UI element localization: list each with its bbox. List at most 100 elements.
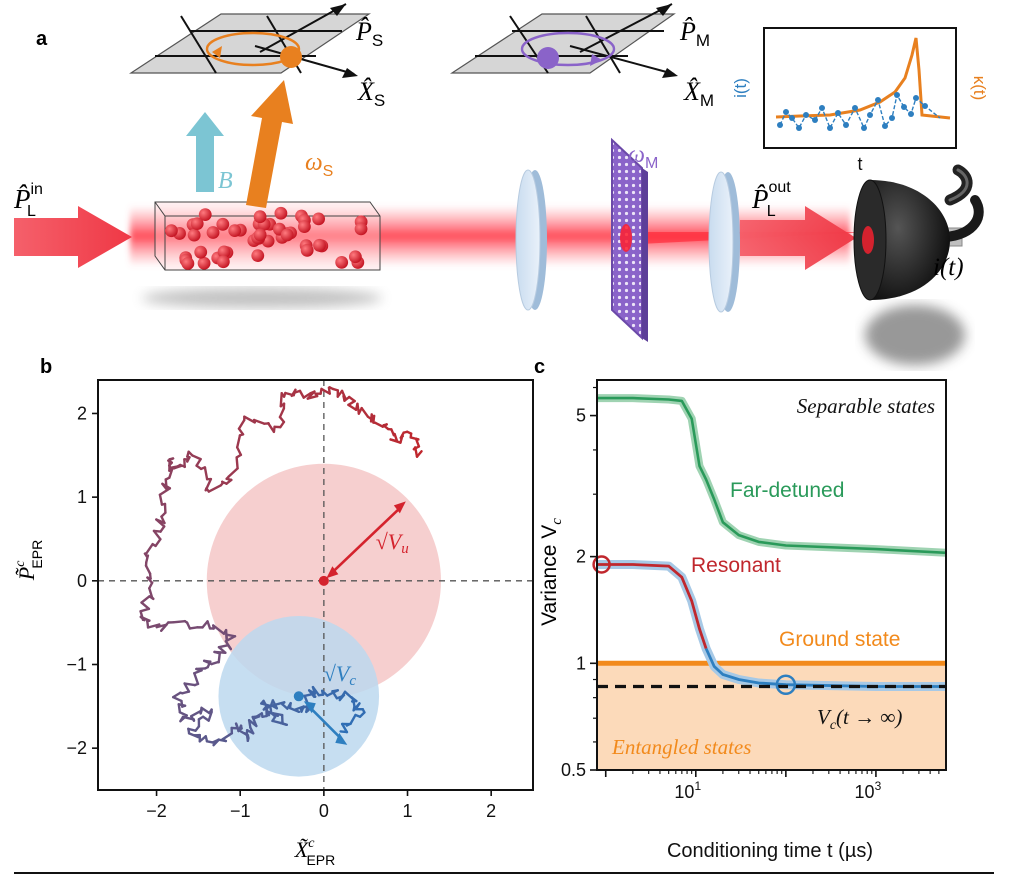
trajectory-segment [161,482,172,490]
y-tick-label: 2 [77,403,87,423]
trajectory-segment [227,467,239,478]
trajectory-segment [204,477,213,492]
photocurrent-label: i(t) [933,254,964,281]
trajectory-segment [207,484,223,493]
atom [216,217,230,231]
y-tick-label: −1 [66,654,87,674]
panel-c-xlabel: Conditioning time t (µs) [667,840,873,862]
y-tick-label: 5 [576,406,586,426]
membrane-x-label: X̂M [683,77,714,110]
panel-b-ylabel: P̃cEPR [13,540,45,581]
trajectory-segment [374,421,384,428]
panel-b-xlabel: X̃c EPR [294,836,335,868]
atom [297,220,311,234]
svg-text:X̃cEPR: X̃c EPR [294,836,335,868]
trajectory-segment [169,464,183,469]
trajectory-segment [235,446,243,457]
membrane-frequency-label: ωM [628,142,658,172]
membrane-phase-plane [449,3,678,78]
atom [251,249,265,262]
trajectory-segment [267,422,276,434]
trajectory-segment [360,406,370,418]
inset-left-label: i(t) [731,78,750,98]
vc-arrowhead-start [303,701,316,714]
inset-plot: i(t) κ(t) t [731,27,989,174]
panel-b-frame [97,379,534,791]
trajectory-segment [140,601,151,611]
resonant-start-marker [592,555,611,574]
inset-current-trace [779,93,941,130]
trajectory-segment [154,538,162,548]
trajectory-segment [340,389,347,400]
x-tick-label: 1 [403,801,413,821]
trajectory-segment [168,468,174,479]
x-tick-label: −2 [146,801,167,821]
atom [348,250,362,264]
laser-input-arrow [14,206,132,268]
cavity-mirror-right [708,171,740,313]
panel-a-letter: a [36,28,48,50]
trajectory-segment [188,626,199,630]
y-tick-label: 0.5 [561,760,586,780]
trajectory-segment [252,418,266,425]
trajectory-segment [302,392,312,399]
far-detuned-band [597,394,947,557]
trajectory-segment [139,607,151,613]
trajectory-segment [212,624,226,635]
atom [228,224,242,237]
spin-p-label: P̂S [355,17,383,50]
trajectory-segment [338,690,347,702]
atom [253,228,267,242]
asymptote-label: Vc(t → ∞) [817,705,902,733]
magnetic-field-arrow [186,112,224,192]
trajectory-segment [284,391,295,397]
resonant-converged-marker [775,674,797,695]
trajectory-segment [339,730,349,734]
trajectory-segment [311,685,321,697]
panel-b-chart: √Vu √Vc −2 −1 0 1 2 2 1 0 −1 −2 [66,379,534,821]
atom [313,238,326,252]
trajectory-segment [221,732,234,741]
x-tick-label: 103 [855,779,882,802]
far-detuned-label: Far-detuned [730,479,844,502]
trajectory-segment [271,719,282,725]
y-tick-label: 0 [77,571,87,591]
ensemble-shadow [142,288,382,308]
trajectory-end-dot [293,691,304,702]
atom [300,243,314,257]
trajectory-segment [183,682,197,687]
vu-arrowhead-end [393,501,406,514]
trajectory-segment [145,542,154,555]
vu-arrow [331,506,402,574]
atom [280,228,294,242]
panel-a: a P̂in L B ωS [13,3,989,365]
trajectory-segment [203,466,209,481]
x-tick-label: −1 [230,801,251,821]
trajectory-segment [191,454,202,461]
x-tick-label: 2 [486,801,496,821]
trajectory-segment [217,643,230,649]
resonant-line-early [597,563,708,650]
trajectory-segment [409,436,420,441]
trajectory-segment [171,695,183,703]
trajectory-segment [217,652,221,664]
trajectory-segment [298,389,305,399]
inset-right-label: κ(t) [970,76,989,101]
y-tick-label: 1 [576,653,586,673]
panel-c: c 5 2 1 0.5 101 103 Separable states Far-detune… [534,356,947,862]
magnetic-field-label: B [218,168,233,194]
membrane [611,137,648,342]
spin-x-label: X̂S [357,77,385,110]
vu-label: √Vu [376,529,409,557]
atom [216,255,230,269]
trajectory-segment [159,621,170,632]
trajectory-segment [155,518,166,528]
spin-frequency-label: ωS [305,149,333,180]
panel-c-ylabel: Variance Vc [538,518,565,626]
atom [312,212,326,226]
trajectory-segment [148,587,154,600]
trajectory-segment [195,457,202,467]
atom [217,245,231,259]
trajectory-segment [252,712,264,720]
vu-arrowhead-start [326,566,339,579]
